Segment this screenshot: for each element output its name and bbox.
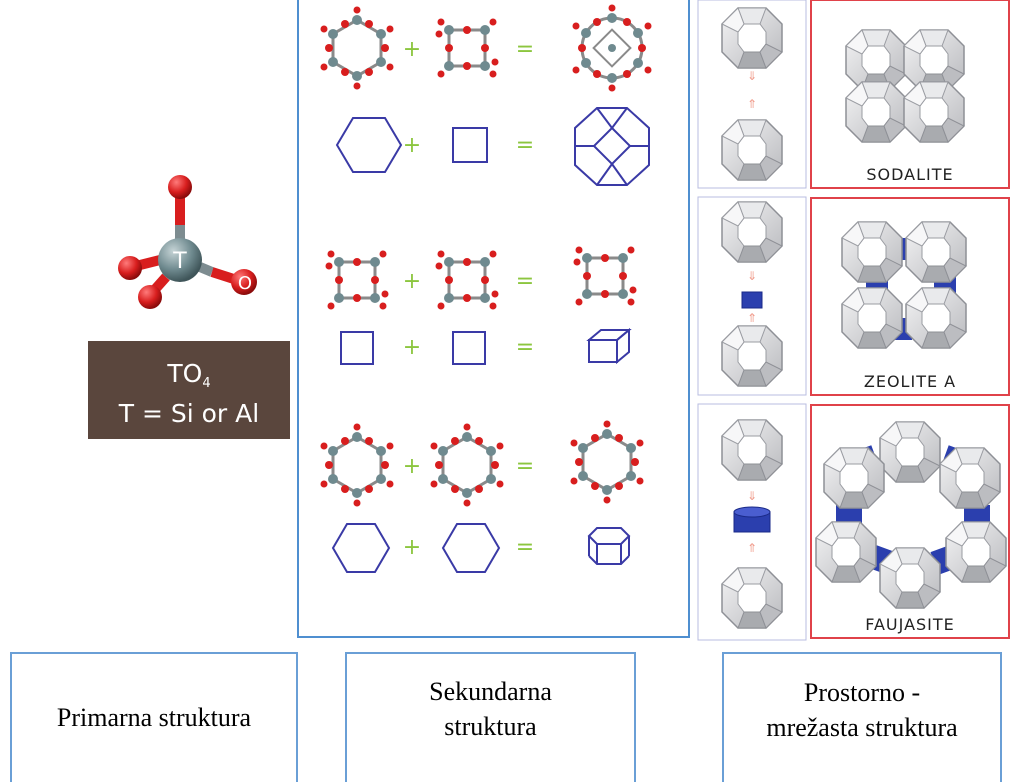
equals-sign: = (516, 535, 534, 560)
secondary-panel (297, 0, 690, 638)
formula-box: TO4 T = Si or Al (88, 341, 290, 439)
o-atom-label: O (238, 273, 252, 294)
framework-box-zeolite-a (810, 197, 1010, 396)
framework-label-faujasite: FAUJASITE (865, 615, 955, 634)
equals-sign: = (516, 133, 534, 158)
row3-schematic: + = (331, 523, 631, 573)
formula-subscript: 4 (202, 376, 211, 391)
plus-sign: + (403, 454, 421, 479)
oxygen-atom-left (118, 256, 142, 280)
framework-label-zeolite-a: ZEOLITE A (864, 372, 956, 391)
label-secondary-structure: Sekundarna struktura (345, 652, 636, 782)
composition-line: T = Si or Al (118, 399, 260, 428)
sodalite-cage (721, 201, 783, 263)
row1-schematic: + = (335, 107, 650, 186)
sodalite-cage (721, 419, 783, 481)
arrow-up-icon: ⇑ (747, 311, 757, 325)
sodalite-cage (721, 567, 783, 629)
faujasite-cage-pair: ⇓ ⇑ (721, 419, 783, 629)
label-secondary-text: Sekundarna struktura (429, 674, 552, 744)
six-ring-atoms (319, 5, 395, 91)
row1-atomic: + = (319, 3, 653, 93)
plus-sign: + (403, 535, 421, 560)
label-secondary-line1: Sekundarna (429, 676, 552, 706)
label-tertiary-line2: mrežasta struktura (766, 713, 958, 742)
sodalite-framework (845, 29, 965, 143)
double-four-ring-block (741, 291, 763, 309)
framework-box-sodalite (810, 0, 1010, 189)
hexagon-outline (441, 523, 501, 573)
primary-structure: T O TO4 T = Si or Al (0, 0, 297, 640)
plus-sign: + (403, 269, 421, 294)
arrow-up-icon: ⇑ (747, 541, 757, 555)
sodalite-cage (721, 325, 783, 387)
truncated-octahedron-outline (574, 107, 650, 186)
cage-box-faujasite (697, 403, 807, 641)
square-outline (340, 331, 374, 365)
equals-sign: = (516, 335, 534, 360)
plus-sign: + (403, 335, 421, 360)
label-primary-structure: Primarna struktura (10, 652, 298, 782)
label-secondary-line2: struktura (444, 712, 537, 741)
sodalite-cage (721, 7, 783, 69)
sodalite-cage (721, 119, 783, 181)
tertiary-diagram: ⇓ ⇑ ⇓ ⇑ ⇓ ⇑ SODALITE (697, 0, 1010, 641)
label-tertiary-line1: Prostorno - (803, 677, 921, 707)
t-atom (158, 238, 202, 282)
hexagon-outline (331, 523, 391, 573)
cube-outline (586, 327, 632, 365)
equals-sign: = (516, 37, 534, 62)
plus-sign: + (403, 37, 421, 62)
arrow-up-icon: ⇑ (747, 97, 757, 111)
row2-atomic: + = (324, 245, 638, 311)
row3-atomic: + = (319, 419, 645, 508)
hexagonal-prism-outline (587, 527, 631, 565)
secondary-units-diagram: + = + = + = + = (319, 3, 653, 573)
four-ring-atoms (434, 249, 500, 311)
arrow-down-icon: ⇓ (747, 69, 757, 83)
four-ring-atoms (434, 17, 500, 79)
framework-box-faujasite (810, 404, 1010, 639)
oxygen-atom-top (168, 175, 192, 199)
double-six-ring-block (733, 506, 771, 533)
six-ring-atoms (319, 422, 395, 508)
equals-sign: = (516, 454, 534, 479)
framework-label-sodalite: SODALITE (866, 165, 953, 184)
plus-sign: + (403, 133, 421, 158)
formula-main: TO (167, 359, 203, 388)
double-four-ring-atoms (572, 245, 638, 307)
four-ring-atoms (324, 249, 390, 311)
t-atom-label: T (172, 249, 187, 274)
double-six-ring-atoms (569, 419, 645, 505)
sodalite-cage-atoms (571, 3, 653, 93)
faujasite-framework (815, 421, 1007, 609)
arrow-down-icon: ⇓ (747, 489, 757, 503)
arrow-down-icon: ⇓ (747, 269, 757, 283)
zeolite-a-cage-pair: ⇓ ⇑ (721, 201, 783, 387)
label-tertiary-text: Prostorno - mrežasta struktura (766, 675, 957, 745)
hexagon-outline (335, 117, 403, 173)
six-ring-atoms (429, 422, 505, 508)
cage-box-zeolite-a (697, 196, 807, 396)
square-outline (452, 127, 488, 163)
cage-box-sodalite (697, 0, 807, 189)
to4-molecule: T O (118, 175, 257, 309)
label-primary-text: Primarna struktura (56, 703, 252, 733)
sodalite-cage-pair: ⇓ ⇑ (721, 7, 783, 181)
oxygen-atom-right (231, 269, 257, 295)
formula-line: TO4 (88, 361, 290, 390)
label-tertiary-structure: Prostorno - mrežasta struktura (722, 652, 1002, 782)
zeolite-a-framework (841, 221, 967, 349)
oxygen-atom-bottom (138, 285, 162, 309)
row2-schematic: + = (340, 327, 632, 365)
equals-sign: = (516, 269, 534, 294)
square-outline (452, 331, 486, 365)
